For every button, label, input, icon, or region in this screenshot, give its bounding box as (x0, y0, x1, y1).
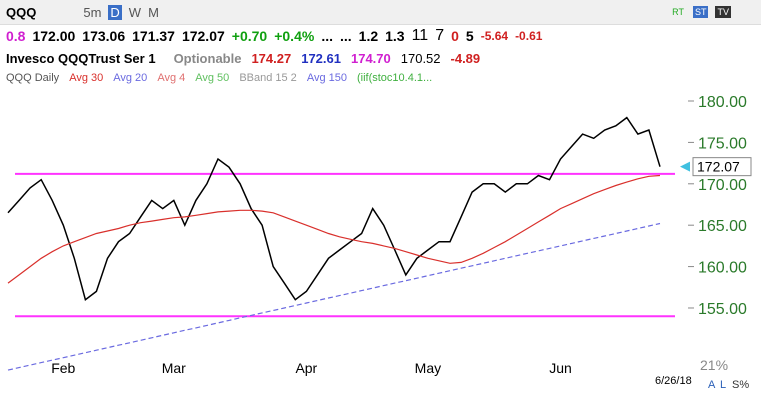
legend-item: QQQ Daily (6, 72, 60, 84)
series-line (7, 222, 661, 371)
last-price-box (692, 157, 752, 177)
badge[interactable]: RT (672, 7, 684, 17)
symbol[interactable]: QQQ (6, 4, 37, 20)
footer-percent: 21% (700, 357, 728, 373)
legend-item: Avg 4 (157, 72, 186, 84)
footer-button[interactable]: A (708, 379, 716, 391)
interval[interactable]: 5m (83, 4, 102, 20)
quote-item: 171.37 (132, 28, 175, 44)
series-line (7, 174, 661, 284)
x-tick-label: Mar (162, 360, 186, 376)
name-row: Invesco QQQTrust Ser 1 Optionable 174.27… (0, 47, 761, 69)
footer-date: 6/26/18 (655, 375, 692, 387)
last-price-arrow (680, 161, 690, 172)
last-price-label: 172.07 (697, 159, 740, 175)
y-tick-label: 170.00 (698, 177, 747, 194)
quote-item: ... (321, 28, 333, 44)
interval[interactable]: M (148, 4, 159, 20)
legend: QQQ Daily Avg 30 Avg 20 Avg 4 Avg 50 BBand 15… (0, 69, 761, 87)
y-tick-label: 180.00 (698, 94, 747, 111)
badge[interactable]: ST (692, 6, 709, 18)
series-line (7, 116, 661, 301)
x-tick-label: Jun (549, 360, 572, 376)
quote-item: 172.07 (181, 28, 225, 44)
stat: 170.52 (400, 50, 441, 66)
interval[interactable]: W (128, 4, 142, 20)
optionable: Optionable (173, 50, 242, 66)
legend-item: Avg 50 (195, 72, 230, 84)
quote-item: 1.2 (358, 28, 379, 44)
legend-item: Avg 150 (306, 72, 347, 84)
quote-item: +0.70 (231, 28, 268, 44)
quote-item: +0.4% (274, 28, 315, 44)
interval[interactable]: D (108, 4, 122, 20)
legend-item: Avg 30 (69, 72, 104, 84)
stat: 174.70 (350, 50, 391, 66)
stat: 174.27 (251, 50, 292, 66)
toolbar: QQQ 5m D W M RT ST TV (0, 0, 761, 25)
quote-item: 1.3 (385, 28, 405, 44)
stat: 172.61 (301, 50, 341, 66)
quote-row: 0.8 172.00 173.06 171.37 172.07 +0.70 +0.4%...… (0, 25, 761, 47)
x-tick-label: May (415, 360, 441, 376)
quote-item: 0.8 (6, 28, 26, 44)
quote-item: 172.00 (32, 28, 76, 44)
chart: 6/26/18 21% A L S% 155.00 160.00 165.00 170… (7, 94, 752, 391)
quote-item: 5 (465, 28, 474, 44)
quote-item: -0.61 (515, 29, 543, 43)
quote-item: 11 (411, 27, 429, 44)
x-tick-label: Apr (295, 360, 317, 376)
x-tick-label: Feb (51, 360, 75, 376)
quote-item: 7 (435, 27, 445, 44)
y-tick-label: 175.00 (698, 135, 747, 152)
badge[interactable]: TV (715, 6, 731, 18)
quote-item: 0 (451, 28, 459, 44)
y-tick-label: 160.00 (698, 260, 747, 277)
y-tick-label: 155.00 (698, 301, 747, 318)
quote-item: 173.06 (82, 28, 126, 44)
y-tick-label: 165.00 (698, 218, 747, 235)
legend-item: (iif(stoc10.4.1... (356, 72, 433, 84)
stat: -4.89 (450, 50, 481, 66)
footer-button[interactable]: L (720, 379, 726, 391)
footer-button[interactable]: S% (732, 379, 749, 391)
legend-item: Avg 20 (113, 72, 148, 84)
quote-item: -5.64 (480, 29, 509, 43)
security-name: Invesco QQQTrust Ser 1 (6, 50, 156, 66)
quote-item: ... (339, 28, 352, 44)
legend-item: BBand 15 2 (239, 72, 297, 84)
